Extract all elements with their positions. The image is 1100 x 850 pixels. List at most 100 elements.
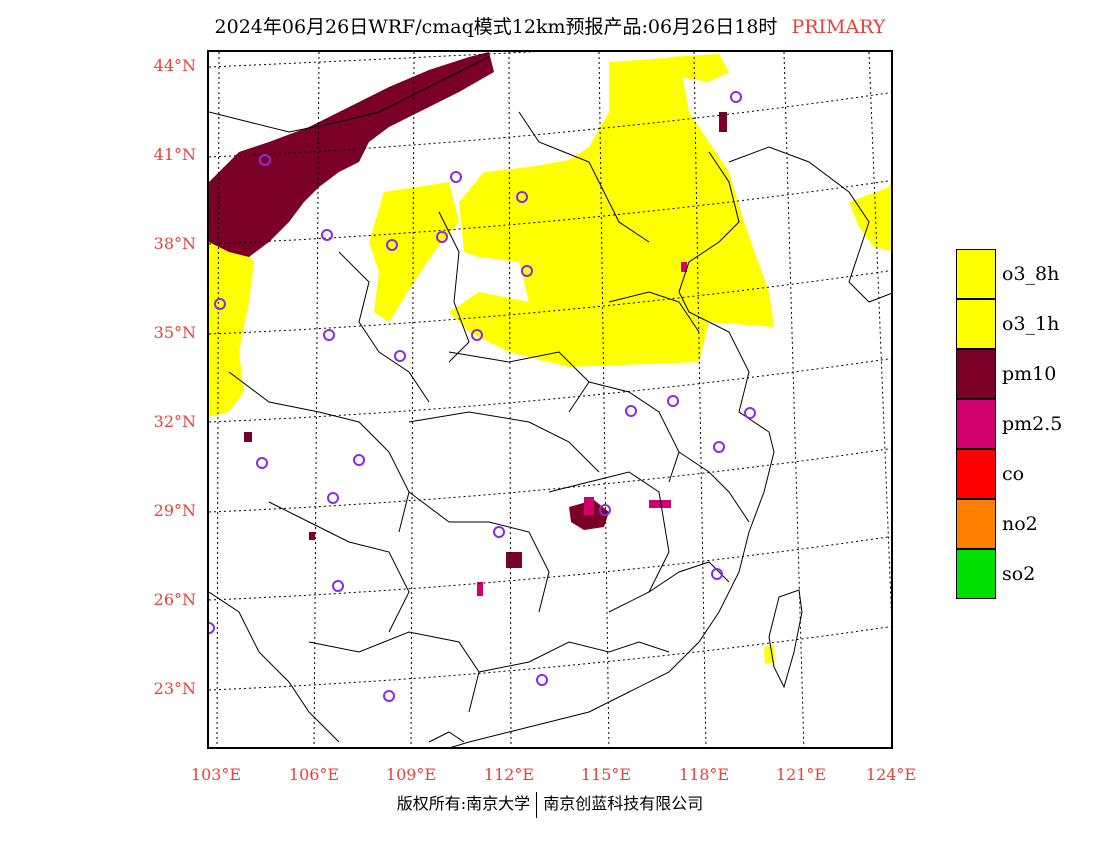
legend-label-o3-1h: o3_1h bbox=[1002, 313, 1060, 335]
graticule bbox=[209, 52, 891, 747]
station-marker[interactable] bbox=[332, 580, 344, 592]
lat-label-35: 35°N bbox=[153, 323, 196, 342]
o3-region-shanxi bbox=[369, 182, 459, 322]
legend-label-co: co bbox=[1002, 463, 1025, 485]
copyright-footer: 版权所有:南京大学 南京创蓝科技有限公司 bbox=[0, 790, 1100, 818]
map-title: 2024年06月26日WRF/cmaq模式12km预报产品:06月26日18时 P… bbox=[0, 12, 1100, 39]
map-area[interactable] bbox=[207, 50, 893, 749]
boundary-shaanxi bbox=[338, 251, 430, 403]
legend-swatch-so2 bbox=[956, 549, 996, 599]
station-marker[interactable] bbox=[214, 298, 226, 310]
station-marker[interactable] bbox=[521, 265, 533, 277]
boundary-hubei bbox=[408, 411, 600, 473]
station-marker[interactable] bbox=[386, 239, 398, 251]
gridline-lon-121 bbox=[783, 52, 805, 747]
hainan-coast-fragment bbox=[428, 731, 465, 743]
station-marker[interactable] bbox=[711, 568, 723, 580]
station-marker[interactable] bbox=[259, 154, 271, 166]
station-marker[interactable] bbox=[471, 329, 483, 341]
lon-label-121: 121°E bbox=[775, 765, 827, 784]
boundary-hunan bbox=[408, 491, 550, 613]
lon-label-109: 109°E bbox=[385, 765, 437, 784]
gridline-lat-26 bbox=[209, 536, 891, 601]
gridline-lat-38 bbox=[209, 180, 891, 245]
boundary-yunnan bbox=[209, 591, 340, 743]
station-marker[interactable] bbox=[321, 229, 333, 241]
gridline-lon-118 bbox=[693, 52, 707, 747]
coastline bbox=[450, 151, 775, 747]
station-marker[interactable] bbox=[536, 674, 548, 686]
lat-label-44: 44°N bbox=[153, 56, 196, 75]
pm25-spot-4 bbox=[681, 262, 687, 272]
station-marker[interactable] bbox=[436, 231, 448, 243]
station-marker[interactable] bbox=[713, 441, 725, 453]
gridline-lat-23 bbox=[209, 626, 891, 691]
legend-label-pm25: pm2.5 bbox=[1002, 413, 1063, 435]
lon-label-106: 106°E bbox=[288, 765, 340, 784]
boundary-sichuan bbox=[228, 371, 410, 533]
gridline-lon-124 bbox=[868, 52, 891, 615]
title-text: 2024年06月26日WRF/cmaq模式12km预报产品:06月26日18时 bbox=[214, 16, 778, 38]
legend-swatch-o3-1h bbox=[956, 299, 996, 349]
lat-label-41: 41°N bbox=[153, 145, 196, 164]
boundary-shanxi bbox=[438, 211, 470, 363]
lat-label-29: 29°N bbox=[153, 501, 196, 520]
gridline-lon-112 bbox=[508, 52, 512, 747]
gridline-lat-41 bbox=[209, 92, 891, 158]
gridline-lon-106 bbox=[313, 52, 320, 747]
pm25-spot-1 bbox=[649, 500, 671, 508]
taiwan-outline bbox=[768, 589, 803, 689]
station-marker[interactable] bbox=[744, 407, 756, 419]
lon-label-103: 103°E bbox=[190, 765, 242, 784]
o3-region-liaoning bbox=[849, 182, 891, 252]
boundary-guangxi bbox=[308, 631, 480, 713]
station-marker[interactable] bbox=[394, 350, 406, 362]
station-marker[interactable] bbox=[323, 329, 335, 341]
legend-label-no2: no2 bbox=[1002, 513, 1038, 535]
pm10-spot-3 bbox=[719, 112, 727, 132]
lon-label-112: 112°E bbox=[483, 765, 535, 784]
station-marker[interactable] bbox=[327, 492, 339, 504]
lon-label-115: 115°E bbox=[580, 765, 632, 784]
boundary-inner-mongolia bbox=[209, 56, 490, 133]
station-marker[interactable] bbox=[730, 91, 742, 103]
pm25-region-layer bbox=[477, 262, 687, 596]
legend-label-o3-8h: o3_8h bbox=[1002, 263, 1060, 285]
legend-swatch-o3-8h bbox=[956, 249, 996, 299]
station-marker[interactable] bbox=[516, 191, 528, 203]
o3-region-northeast-top bbox=[669, 54, 729, 82]
legend-swatch-pm25 bbox=[956, 399, 996, 449]
gridline-lat-35 bbox=[209, 270, 891, 335]
pm10-region-inner-mongolia bbox=[209, 52, 494, 257]
o3-region-west-edge bbox=[209, 232, 254, 417]
o3-region-layer bbox=[209, 54, 891, 664]
station-marker[interactable] bbox=[493, 526, 505, 538]
legend-label-pm10: pm10 bbox=[1002, 363, 1057, 385]
legend-swatch-no2 bbox=[956, 499, 996, 549]
gridline-lat-44 bbox=[209, 52, 538, 68]
pm10-spot-4 bbox=[244, 432, 252, 442]
copyright-left: 版权所有:南京大学 bbox=[396, 794, 531, 813]
station-marker[interactable] bbox=[450, 171, 462, 183]
station-marker[interactable] bbox=[667, 395, 679, 407]
boundary-shandong bbox=[608, 291, 700, 333]
station-marker[interactable] bbox=[625, 405, 637, 417]
o3-region-north-china bbox=[449, 57, 774, 367]
station-marker[interactable] bbox=[256, 457, 268, 469]
station-marker[interactable] bbox=[353, 454, 365, 466]
legend-label-so2: so2 bbox=[1002, 563, 1036, 585]
coastline-northeast bbox=[728, 146, 891, 303]
boundary-lines bbox=[209, 56, 891, 747]
pm10-spot-1 bbox=[309, 532, 315, 540]
boundary-guizhou bbox=[268, 501, 410, 633]
station-marker[interactable] bbox=[209, 622, 215, 634]
lat-label-23: 23°N bbox=[153, 679, 196, 698]
station-marker[interactable] bbox=[383, 690, 395, 702]
copyright-right: 南京创蓝科技有限公司 bbox=[543, 794, 704, 813]
gridline-lat-29 bbox=[209, 448, 891, 513]
legend-swatch-pm10 bbox=[956, 349, 996, 399]
boundary-hebei bbox=[518, 111, 650, 243]
gridline-lat-32 bbox=[209, 358, 891, 423]
lon-label-118: 118°E bbox=[678, 765, 730, 784]
station-marker[interactable] bbox=[599, 504, 611, 516]
